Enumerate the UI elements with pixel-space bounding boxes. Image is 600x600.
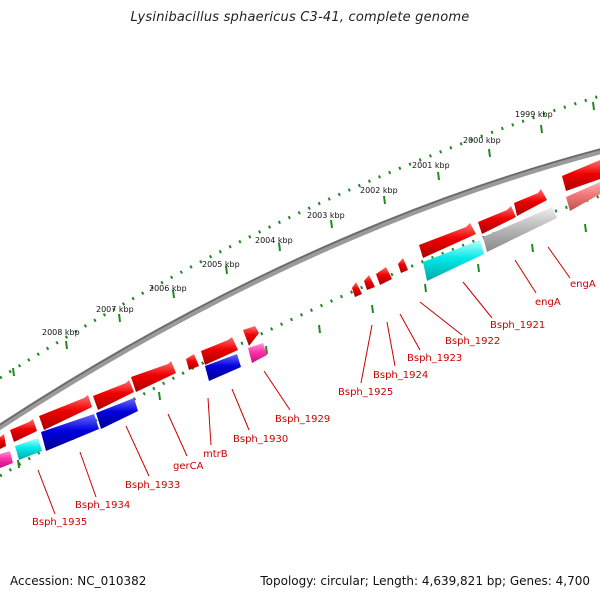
forward-gene [93, 380, 134, 410]
gene-label-bsph-1925: Bsph_1925 [338, 387, 393, 398]
genome-summary-text: Topology: circular; Length: 4,639,821 bp… [260, 574, 590, 588]
forward-gene [376, 267, 392, 285]
gene-labels: engA engA Bsph_1921 Bsph_1922 Bsph_1923 … [32, 279, 596, 528]
forward-gene [562, 160, 600, 191]
forward-gene [10, 419, 37, 442]
scale-label: 2004 kbp [255, 236, 293, 245]
scale-label: 1999 kbp [515, 110, 553, 119]
forward-gene [419, 223, 476, 258]
forward-gene [364, 275, 375, 290]
forward-gene [478, 206, 516, 234]
gene-label-bsph-1924: Bsph_1924 [373, 370, 428, 381]
scale-label: 2007 kbp [96, 305, 134, 314]
gene-label-bsph-1935: Bsph_1935 [32, 517, 87, 528]
scale-labels: 1999 kbp 2000 kbp 2001 kbp 2002 kbp 2003… [42, 110, 553, 337]
forward-gene [131, 361, 176, 392]
scale-label: 2006 kbp [149, 284, 187, 293]
gene-label-bsph-1929: Bsph_1929 [275, 414, 330, 425]
gene-label-bsph-1934: Bsph_1934 [75, 500, 130, 511]
accession-text: Accession: NC_010382 [10, 574, 147, 588]
forward-strand-features [0, 160, 600, 449]
reverse-gene [96, 398, 138, 429]
scale-label: 2002 kbp [360, 186, 398, 195]
forward-gene [0, 434, 6, 449]
gene-label-bsph-1922: Bsph_1922 [445, 336, 500, 347]
forward-gene [186, 354, 199, 370]
outer-scale-track [0, 94, 600, 380]
reverse-gene [205, 354, 241, 381]
rna-feature [15, 438, 42, 460]
forward-gene [514, 189, 547, 216]
gene-label-enga-2: engA [570, 279, 596, 290]
genome-backbone [0, 148, 600, 431]
gene-label-enga: engA [535, 297, 561, 308]
other-feature [566, 182, 600, 211]
gene-label-gerca: gerCA [173, 461, 204, 472]
scale-label: 2000 kbp [463, 136, 501, 145]
forward-gene [243, 326, 259, 346]
outer-major-ticks [12, 101, 595, 377]
scale-label: 2005 kbp [202, 260, 240, 269]
reverse-gene [41, 414, 99, 451]
rna-feature [423, 240, 484, 281]
forward-gene [39, 395, 92, 430]
gene-label-bsph-1923: Bsph_1923 [407, 353, 462, 364]
scale-label: 2003 kbp [307, 211, 345, 220]
map-title: Lysinibacillus sphaericus C3-41, complet… [130, 10, 470, 25]
forward-gene [398, 258, 408, 273]
other-feature [483, 207, 557, 252]
label-leaders [37, 246, 571, 515]
pseudo-feature [248, 343, 267, 363]
gene-label-bsph-1930: Bsph_1930 [233, 434, 288, 445]
gene-label-bsph-1933: Bsph_1933 [125, 480, 180, 491]
forward-gene [201, 337, 238, 365]
scale-label: 2008 kbp [42, 328, 80, 337]
reverse-strand-features [0, 182, 600, 468]
pseudo-feature [0, 451, 13, 468]
forward-gene [352, 282, 362, 297]
gene-label-mtrb: mtrB [203, 449, 228, 460]
gene-label-bsph-1921: Bsph_1921 [490, 320, 545, 331]
scale-label: 2001 kbp [412, 161, 450, 170]
